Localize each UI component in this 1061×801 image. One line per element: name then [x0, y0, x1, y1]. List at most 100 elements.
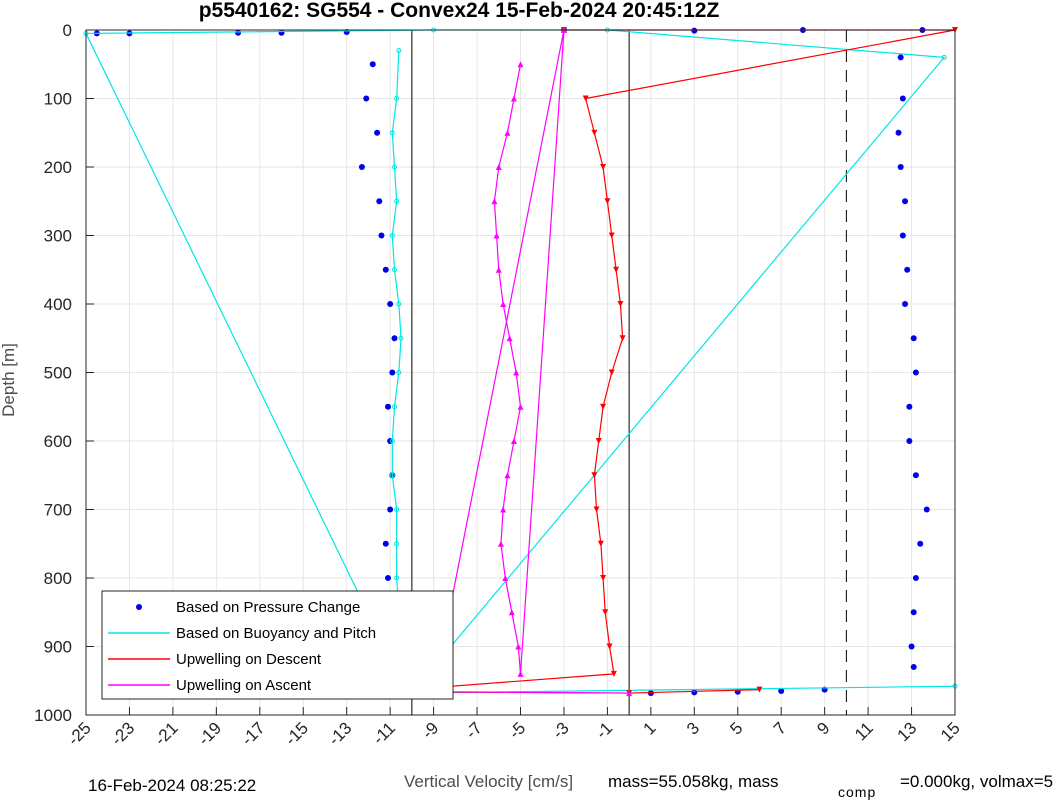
data-point	[597, 540, 604, 547]
data-point	[600, 403, 607, 410]
data-point	[363, 95, 370, 102]
data-point	[502, 575, 509, 581]
data-point	[902, 301, 909, 307]
data-point	[510, 438, 517, 444]
x-tick-label: -21	[151, 718, 182, 749]
data-point	[602, 609, 609, 616]
x-tick-label: -9	[418, 718, 442, 742]
chart-title: p5540162: SG554 - Convex24 15-Feb-2024 2…	[199, 0, 720, 22]
y-tick-label: 500	[44, 364, 72, 383]
data-point	[600, 164, 607, 170]
data-point	[608, 369, 615, 376]
data-point	[610, 670, 617, 677]
legend-box	[101, 590, 454, 700]
data-point	[902, 198, 909, 205]
x-tick-label: 11	[851, 718, 877, 744]
series-upwelling-on-ascent	[430, 27, 633, 697]
series-line	[379, 29, 956, 694]
data-point	[506, 335, 513, 342]
data-point	[899, 95, 906, 102]
legend-label: Upwelling on Descent	[176, 651, 322, 668]
y-tick-label: 400	[44, 295, 72, 314]
data-point	[391, 164, 397, 170]
data-point	[278, 29, 285, 36]
data-point	[906, 438, 913, 444]
x-tick-label: 9	[813, 718, 833, 738]
data-point	[517, 403, 524, 410]
data-point	[897, 164, 904, 170]
data-point	[910, 664, 917, 671]
data-point	[394, 507, 400, 512]
data-point	[394, 198, 400, 204]
data-point	[619, 335, 626, 342]
data-point	[899, 232, 906, 239]
data-point	[517, 61, 524, 68]
data-point	[910, 335, 917, 342]
data-point	[626, 690, 633, 697]
y-tick-label: 300	[44, 227, 72, 246]
series-based-on-pressure-change	[93, 27, 930, 697]
data-point	[617, 301, 624, 307]
data-point	[510, 95, 517, 102]
data-point	[504, 129, 511, 136]
data-point	[593, 506, 600, 513]
x-axis-label: Vertical Velocity [cm/s]	[404, 772, 573, 791]
data-point	[595, 438, 602, 444]
y-tick-label: 1000	[34, 706, 72, 725]
data-point	[941, 54, 947, 60]
data-point	[389, 438, 395, 444]
data-point	[358, 164, 365, 170]
y-tick-label: 200	[44, 158, 72, 177]
data-point	[608, 232, 615, 239]
legend: Based on Pressure Change Based on Buoyanc…	[101, 590, 454, 700]
data-point	[374, 129, 381, 136]
data-point	[912, 472, 919, 479]
x-tick-label: 7	[770, 718, 790, 738]
data-point	[497, 540, 504, 547]
data-point	[906, 403, 913, 410]
y-tick-label: 900	[44, 638, 72, 657]
data-point	[387, 301, 394, 307]
data-point	[895, 129, 902, 136]
data-point	[500, 506, 507, 513]
data-point	[897, 54, 904, 61]
x-tick-label: -1	[592, 718, 616, 742]
data-point	[917, 540, 924, 547]
data-point	[391, 335, 398, 342]
x-tick-label: 15	[937, 718, 964, 745]
data-point	[384, 575, 391, 581]
y-tick-label: 100	[44, 90, 72, 109]
data-point	[382, 266, 389, 273]
data-point	[376, 198, 383, 205]
y-axis-ticks: 0 100 200 300 400 500 600 700 800 900 1000	[34, 21, 94, 725]
data-point	[389, 130, 395, 136]
x-tick-label: 3	[683, 718, 703, 738]
data-point	[389, 369, 396, 376]
data-point	[491, 198, 498, 205]
x-tick-label: -7	[462, 718, 486, 742]
data-point	[235, 29, 242, 36]
legend-label: Upwelling on Ascent	[176, 677, 312, 694]
data-point	[582, 95, 589, 102]
data-point	[504, 472, 511, 479]
data-point	[396, 48, 402, 54]
data-point	[604, 198, 611, 205]
x-tick-label: -13	[325, 718, 356, 749]
plot-area	[83, 27, 958, 697]
comp-subscript: comp	[838, 784, 876, 800]
data-point	[691, 27, 698, 34]
x-tick-label: 13	[894, 718, 921, 745]
y-tick-label: 0	[63, 21, 72, 40]
data-point	[591, 472, 598, 479]
data-point	[513, 369, 520, 376]
y-tick-label: 800	[44, 569, 72, 588]
series-line	[432, 29, 630, 694]
data-point	[394, 541, 400, 547]
data-point	[910, 609, 917, 616]
data-point	[908, 643, 915, 650]
y-tick-label: 700	[44, 501, 72, 520]
data-point	[396, 370, 402, 375]
x-tick-label: -15	[281, 718, 312, 749]
data-point	[691, 689, 698, 696]
